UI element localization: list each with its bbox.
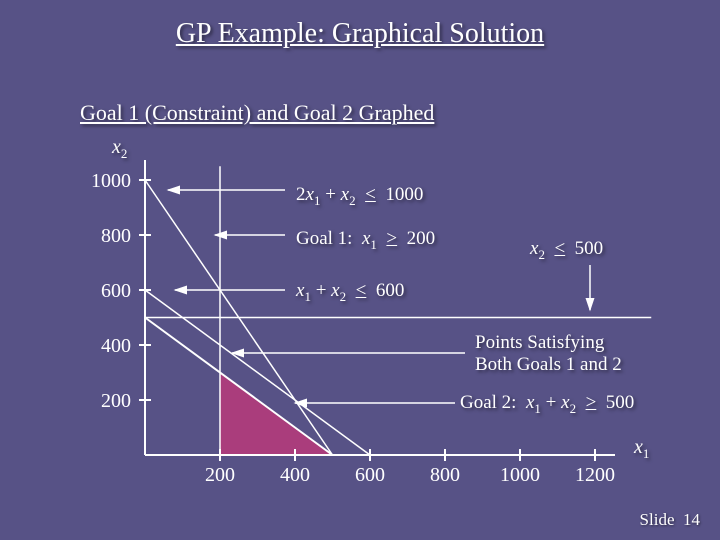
label-points-sat-1: Points Satisfying [475,332,604,354]
x-tick-600: 600 [355,464,385,486]
y-tick-400: 400 [101,335,131,357]
x-axis-var: x1 [634,436,649,462]
x-tick-1200: 1200 [575,464,615,486]
slide-word: Slide [640,510,675,529]
label-2x1-x2-1000: 2x1 + x2 < 1000 [296,184,423,209]
y-axis-var: x2 [112,136,127,162]
slide-footer: Slide 14 [640,510,700,530]
page-title: GP Example: Graphical Solution [0,18,720,50]
label-x1-x2-600: x1 + x2 < 600 [296,280,404,305]
y-tick-1000: 1000 [91,170,131,192]
x-tick-400: 400 [280,464,310,486]
x-tick-800: 800 [430,464,460,486]
label-goal1: Goal 1: x1 > 200 [296,228,435,253]
label-goal2: Goal 2: x1 + x2 > 500 [460,392,634,417]
subtitle: Goal 1 (Constraint) and Goal 2 Graphed [80,100,434,126]
y-tick-200: 200 [101,390,131,412]
label-x2-500: x2 < 500 [530,238,603,263]
label-points-sat-2: Both Goals 1 and 2 [475,354,622,376]
y-tick-600: 600 [101,280,131,302]
x-tick-1000: 1000 [500,464,540,486]
slide-num: 14 [683,510,700,529]
y-tick-800: 800 [101,225,131,247]
x-tick-200: 200 [205,464,235,486]
